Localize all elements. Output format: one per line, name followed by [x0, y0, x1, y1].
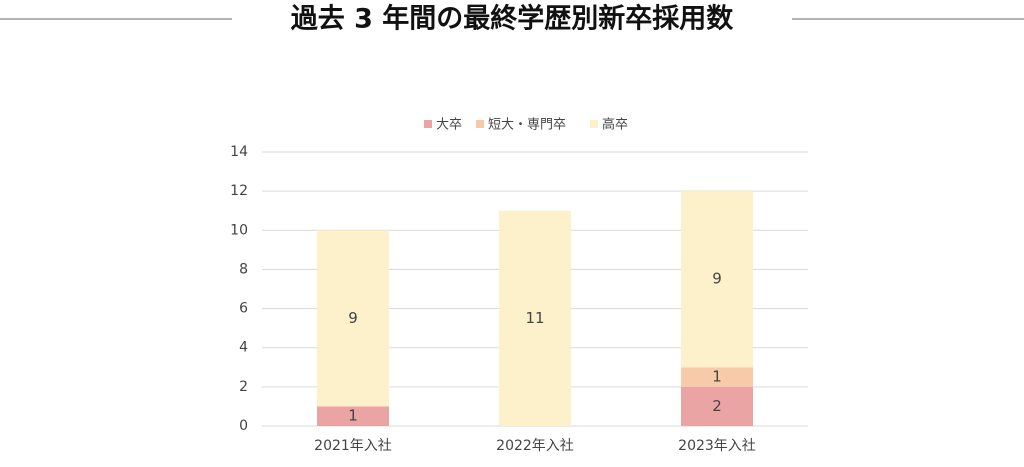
data-label: 11 [525, 309, 544, 327]
legend-label: 高卒 [602, 117, 628, 133]
data-label: 1 [348, 407, 358, 425]
y-tick-label: 14 [230, 144, 248, 160]
legend-label: 短大・専門卒 [488, 118, 566, 133]
x-tick-label: 2022年入社 [496, 438, 574, 454]
legend-swatch [590, 120, 598, 128]
chart-title: 過去 3 年間の最終学歴別新卒採用数 [291, 3, 735, 35]
y-tick-label: 8 [239, 261, 248, 277]
data-label: 9 [348, 309, 358, 327]
x-tick-label: 2021年入社 [314, 438, 392, 454]
bar-segment [317, 406, 389, 426]
y-tick-label: 0 [239, 418, 248, 434]
y-tick-label: 10 [230, 222, 248, 238]
y-tick-label: 12 [230, 183, 248, 199]
bar-segment [681, 386, 753, 426]
x-tick-label: 2023年入社 [678, 438, 756, 454]
bar-segment [681, 191, 753, 368]
legend-swatch [424, 120, 432, 128]
bar-segment [499, 210, 571, 426]
bar-segment [317, 230, 389, 407]
legend-label: 大卒 [436, 118, 462, 133]
bar-segment [681, 367, 753, 387]
y-tick-label: 4 [239, 340, 248, 356]
y-tick-label: 2 [239, 379, 248, 395]
data-label: 9 [712, 270, 722, 288]
data-label: 2 [712, 397, 722, 415]
y-tick-label: 6 [239, 301, 248, 317]
data-label: 1 [712, 368, 722, 386]
legend-swatch [476, 120, 484, 128]
